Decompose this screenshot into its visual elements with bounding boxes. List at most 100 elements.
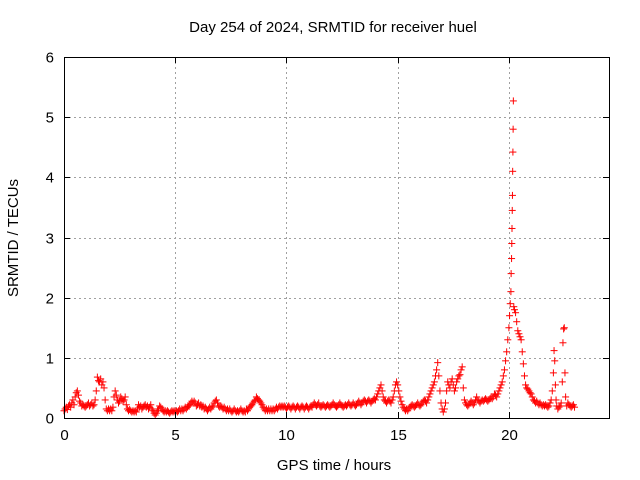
data-point xyxy=(571,403,579,411)
data-point xyxy=(551,357,559,365)
data-point xyxy=(507,288,515,296)
data-point xyxy=(101,396,109,404)
data-point xyxy=(203,407,211,415)
data-point xyxy=(502,357,510,365)
x-tick-label: 20 xyxy=(501,427,518,444)
data-point xyxy=(90,401,98,409)
data-point xyxy=(561,369,569,377)
data-point xyxy=(512,309,520,317)
data-point xyxy=(473,393,481,401)
data-point xyxy=(503,348,511,356)
data-point xyxy=(270,407,278,415)
data-point xyxy=(442,399,449,407)
data-point xyxy=(213,399,221,407)
data-point xyxy=(357,401,365,409)
data-point xyxy=(433,366,441,374)
data-point xyxy=(257,399,265,407)
data-point xyxy=(374,390,382,398)
data-point xyxy=(493,393,501,401)
data-point xyxy=(377,381,385,389)
data-point xyxy=(387,399,395,407)
data-point xyxy=(513,318,521,326)
x-tick-label: 5 xyxy=(171,427,179,444)
data-point xyxy=(460,396,468,404)
data-point xyxy=(518,348,526,356)
data-point xyxy=(119,397,127,405)
data-point xyxy=(425,393,433,401)
data-point xyxy=(517,336,525,344)
data-point xyxy=(430,378,438,386)
data-point xyxy=(108,407,116,415)
grid xyxy=(64,57,609,418)
data-point xyxy=(526,389,534,397)
data-point xyxy=(190,397,198,405)
data-point xyxy=(439,408,447,416)
data-point xyxy=(208,403,216,411)
data-point xyxy=(388,396,396,404)
data-point xyxy=(456,371,464,379)
y-tick-label: 5 xyxy=(46,110,54,127)
data-point xyxy=(212,396,220,404)
data-point xyxy=(452,384,460,392)
data-point xyxy=(494,390,502,398)
data-point xyxy=(395,387,403,395)
data-point xyxy=(378,387,386,395)
data-point xyxy=(515,330,523,338)
y-tick-label: 4 xyxy=(46,170,54,187)
data-point xyxy=(428,384,436,392)
data-point xyxy=(453,378,461,386)
data-point xyxy=(560,325,568,333)
data-point xyxy=(495,387,503,395)
data-point xyxy=(508,240,516,248)
data-point xyxy=(505,324,513,332)
y-axis-label: SRMTID / TECUs xyxy=(5,179,22,297)
data-point xyxy=(220,403,228,411)
data-point xyxy=(148,405,156,413)
data-point xyxy=(427,387,435,395)
data-point xyxy=(371,396,379,404)
data-point xyxy=(436,387,444,395)
data-point xyxy=(544,403,552,411)
data-point xyxy=(186,401,194,409)
data-point xyxy=(497,381,505,389)
data-point xyxy=(70,401,78,409)
data-point xyxy=(373,393,381,401)
data-point xyxy=(527,390,535,398)
data-point xyxy=(555,403,563,411)
data-point xyxy=(516,333,524,341)
data-point xyxy=(315,399,323,407)
data-point xyxy=(404,407,412,415)
data-point xyxy=(504,336,512,344)
data-point xyxy=(500,366,508,374)
y-tick-label: 0 xyxy=(46,411,54,428)
axis-ticks: 0 5 10 15 20 0 1 2 3 4 5 6 xyxy=(46,50,609,444)
chart-title: Day 254 of 2024, SRMTID for receiver hue… xyxy=(189,19,477,36)
data-point xyxy=(459,384,467,392)
data-point xyxy=(548,387,556,395)
data-point xyxy=(443,387,451,395)
data-point xyxy=(510,306,518,314)
data-point xyxy=(100,384,108,392)
data-point xyxy=(76,397,84,405)
data-point xyxy=(426,390,434,398)
data-point xyxy=(524,385,532,393)
y-tick-label: 6 xyxy=(46,50,54,67)
x-axis-label: GPS time / hours xyxy=(277,457,391,474)
data-point xyxy=(389,393,397,401)
data-point xyxy=(111,387,119,395)
data-point xyxy=(92,387,100,395)
data-point xyxy=(112,391,120,399)
data-point xyxy=(151,411,159,419)
data-point xyxy=(557,399,565,407)
data-point xyxy=(545,402,553,410)
data-point xyxy=(115,399,122,407)
data-point xyxy=(559,339,567,347)
data-point xyxy=(506,300,514,308)
data-point xyxy=(556,402,564,410)
y-tick-label: 1 xyxy=(46,351,54,368)
data-point xyxy=(99,378,107,386)
data-point xyxy=(560,324,568,332)
data-point xyxy=(429,381,437,389)
data-point xyxy=(498,378,506,386)
